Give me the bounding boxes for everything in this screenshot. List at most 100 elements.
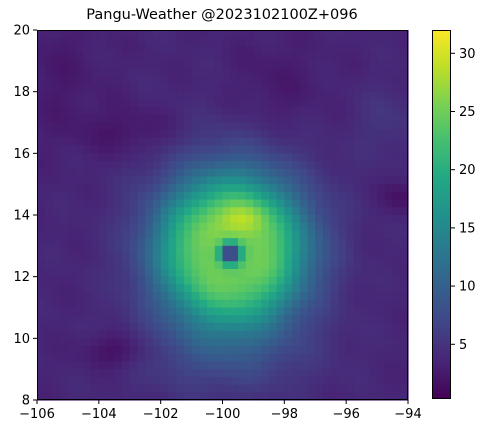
heatmap-cell bbox=[276, 222, 285, 232]
heatmap-cell bbox=[52, 60, 61, 70]
heatmap-cell bbox=[377, 114, 386, 124]
heatmap-cell bbox=[400, 137, 409, 147]
heatmap-cell bbox=[322, 37, 332, 47]
heatmap-cell bbox=[207, 137, 216, 147]
heatmap-cell bbox=[322, 99, 332, 108]
heatmap-cell bbox=[261, 191, 270, 201]
heatmap-cell bbox=[307, 91, 316, 100]
heatmap-cell bbox=[214, 238, 224, 247]
heatmap-cell bbox=[330, 361, 340, 370]
heatmap-cell bbox=[91, 53, 100, 62]
heatmap-cell bbox=[384, 215, 394, 224]
heatmap-cell bbox=[299, 361, 309, 370]
heatmap-cell bbox=[268, 137, 278, 147]
heatmap-cell bbox=[361, 68, 370, 77]
heatmap-cell bbox=[384, 45, 394, 54]
heatmap-cell bbox=[91, 91, 100, 100]
heatmap-cell bbox=[60, 369, 69, 378]
heatmap-cell bbox=[91, 238, 100, 247]
heatmap-cell bbox=[392, 161, 401, 170]
heatmap-cell bbox=[137, 130, 146, 139]
heatmap-cell bbox=[346, 253, 355, 262]
heatmap-cell bbox=[122, 114, 131, 124]
heatmap-cell bbox=[330, 376, 340, 386]
heatmap-cell bbox=[353, 207, 363, 216]
heatmap-cell bbox=[122, 107, 131, 116]
heatmap-cell bbox=[91, 145, 100, 154]
heatmap-cell bbox=[152, 91, 162, 100]
heatmap-cell bbox=[160, 361, 169, 370]
heatmap-cell bbox=[307, 369, 316, 378]
heatmap-cell bbox=[176, 184, 185, 193]
heatmap-cell bbox=[292, 376, 301, 386]
heatmap-cell bbox=[384, 307, 394, 316]
heatmap-cell bbox=[400, 299, 409, 309]
heatmap-cell bbox=[322, 137, 332, 147]
heatmap-cell bbox=[400, 207, 409, 216]
heatmap-cell bbox=[98, 137, 108, 147]
heatmap-cell bbox=[361, 346, 370, 355]
x-tick-label: −102 bbox=[143, 407, 179, 422]
heatmap-cell bbox=[152, 122, 162, 131]
heatmap-cell bbox=[346, 145, 355, 154]
heatmap-cell bbox=[60, 176, 69, 185]
heatmap-cell bbox=[346, 30, 355, 39]
heatmap-cell bbox=[377, 83, 386, 93]
heatmap-cell bbox=[361, 392, 370, 401]
heatmap-cell bbox=[152, 253, 162, 262]
heatmap-cell bbox=[245, 176, 255, 185]
heatmap-cell bbox=[152, 276, 162, 285]
heatmap-cell bbox=[214, 299, 224, 309]
heatmap-cell bbox=[346, 207, 355, 216]
heatmap-cell bbox=[361, 276, 370, 285]
heatmap-cell bbox=[214, 122, 224, 131]
heatmap-cell bbox=[137, 199, 146, 208]
heatmap-cell bbox=[330, 322, 340, 332]
heatmap-cell bbox=[168, 145, 177, 154]
heatmap-cell bbox=[338, 253, 347, 262]
heatmap-cell bbox=[145, 307, 154, 316]
heatmap-cell bbox=[330, 392, 340, 401]
heatmap-cell bbox=[160, 261, 169, 270]
heatmap-cell bbox=[137, 191, 146, 201]
heatmap-cell bbox=[322, 176, 332, 185]
heatmap-cell bbox=[145, 176, 154, 185]
heatmap-cell bbox=[315, 107, 324, 116]
heatmap-cell bbox=[98, 276, 108, 285]
heatmap-cell bbox=[322, 292, 332, 301]
heatmap-cell bbox=[284, 261, 293, 270]
heatmap-cell bbox=[98, 99, 108, 108]
heatmap-cell bbox=[369, 168, 378, 178]
heatmap-cell bbox=[222, 222, 231, 232]
heatmap-cell bbox=[307, 107, 316, 116]
heatmap-cell bbox=[152, 199, 162, 208]
heatmap-cell bbox=[230, 222, 239, 232]
heatmap-cell bbox=[245, 68, 255, 77]
heatmap-cell bbox=[214, 284, 224, 293]
heatmap-cell bbox=[168, 238, 177, 247]
heatmap-cell bbox=[91, 222, 100, 232]
heatmap-cell bbox=[75, 37, 84, 47]
heatmap-cell bbox=[160, 68, 169, 77]
heatmap-cell bbox=[292, 307, 301, 316]
heatmap-cell bbox=[83, 361, 92, 370]
heatmap-cell bbox=[176, 37, 185, 47]
heatmap-cell bbox=[106, 30, 115, 39]
heatmap-cell bbox=[129, 376, 139, 386]
heatmap-cell bbox=[106, 222, 115, 232]
heatmap-cell bbox=[276, 30, 285, 39]
heatmap-cell bbox=[384, 322, 394, 332]
heatmap-cell bbox=[400, 330, 409, 339]
heatmap-cell bbox=[75, 60, 84, 70]
heatmap-cell bbox=[37, 130, 46, 139]
heatmap-cell bbox=[400, 307, 409, 316]
heatmap-cell bbox=[253, 137, 262, 147]
heatmap-cell bbox=[114, 307, 123, 316]
heatmap-cell bbox=[276, 245, 285, 255]
heatmap-cell bbox=[37, 122, 46, 131]
heatmap-cell bbox=[330, 315, 340, 324]
heatmap-cell bbox=[75, 230, 84, 239]
heatmap-cell bbox=[75, 369, 84, 378]
heatmap-cell bbox=[129, 284, 139, 293]
heatmap-cell bbox=[207, 161, 216, 170]
